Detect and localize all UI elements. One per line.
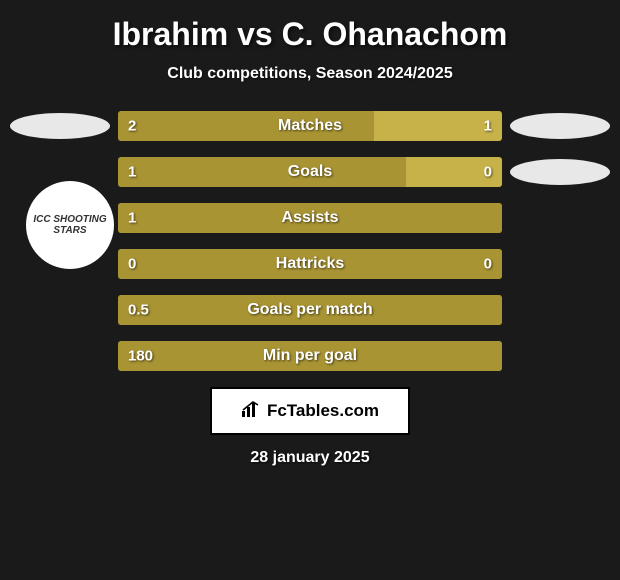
- stat-metric-label: Goals: [288, 163, 332, 181]
- stat-metric-label: Goals per match: [247, 301, 372, 319]
- stat-metric-label: Matches: [278, 117, 342, 135]
- stat-row: 0.5 Goals per match: [10, 295, 610, 325]
- page-subtitle: Club competitions, Season 2024/2025: [0, 65, 620, 83]
- stat-row: 1 0 Goals: [10, 157, 610, 187]
- stat-bar: 0.5 Goals per match: [118, 295, 502, 325]
- page-title: Ibrahim vs C. Ohanachom: [0, 16, 620, 53]
- stat-bar: 2 1 Matches: [118, 111, 502, 141]
- stat-bar: 180 Min per goal: [118, 341, 502, 371]
- player-avatar-left: [10, 113, 110, 139]
- comparison-infographic: Ibrahim vs C. Ohanachom Club competition…: [0, 0, 620, 477]
- stat-value-left: 0.5: [128, 302, 149, 319]
- footer-date: 28 january 2025: [0, 449, 620, 467]
- stat-value-left: 2: [128, 118, 136, 135]
- stat-metric-label: Hattricks: [276, 255, 344, 273]
- stat-metric-label: Min per goal: [263, 347, 357, 365]
- chart-area: ICC SHOOTING STARS 2 1 Matches 1 0 Goals 1 Assi…: [0, 111, 620, 371]
- branding-text: FcTables.com: [267, 401, 379, 421]
- chart-icon: [241, 400, 261, 423]
- bar-segment-left: [118, 157, 406, 187]
- stat-value-right: 1: [484, 118, 492, 135]
- stat-bar: 1 0 Goals: [118, 157, 502, 187]
- player-avatar-right: [510, 113, 610, 139]
- stat-row: 2 1 Matches: [10, 111, 610, 141]
- stat-value-left: 1: [128, 210, 136, 227]
- stat-value-left: 180: [128, 348, 153, 365]
- player-avatar-right: [510, 159, 610, 185]
- stat-bar: 1 Assists: [118, 203, 502, 233]
- stat-bar: 0 0 Hattricks: [118, 249, 502, 279]
- club-logo-left: ICC SHOOTING STARS: [26, 181, 114, 269]
- stat-value-left: 0: [128, 256, 136, 273]
- stat-value-right: 0: [484, 164, 492, 181]
- stat-metric-label: Assists: [282, 209, 339, 227]
- stat-row: 180 Min per goal: [10, 341, 610, 371]
- stat-value-left: 1: [128, 164, 136, 181]
- branding-badge[interactable]: FcTables.com: [210, 387, 410, 435]
- club-logo-text: ICC SHOOTING STARS: [26, 214, 114, 236]
- stat-value-right: 0: [484, 256, 492, 273]
